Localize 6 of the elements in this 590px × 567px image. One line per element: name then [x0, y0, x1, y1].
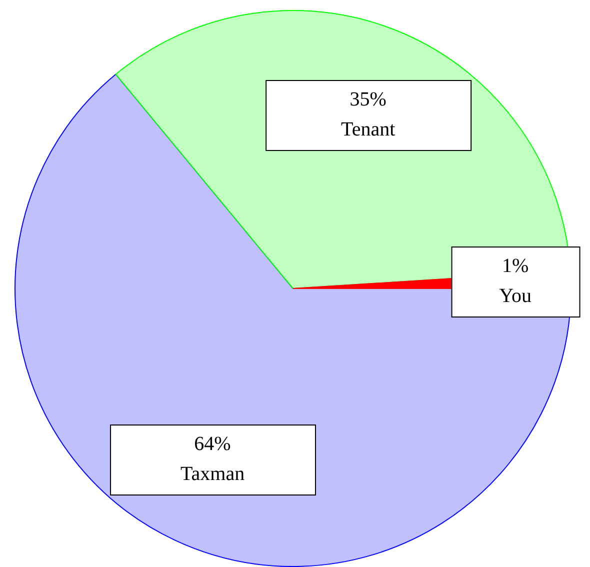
data-label: 64%	[194, 432, 231, 455]
slice-label: Tenant	[341, 118, 396, 140]
data-label: 1%	[502, 254, 529, 277]
data-label: 35%	[350, 88, 386, 110]
slice-label: Taxman	[180, 462, 245, 485]
slice-label: You	[499, 284, 532, 307]
